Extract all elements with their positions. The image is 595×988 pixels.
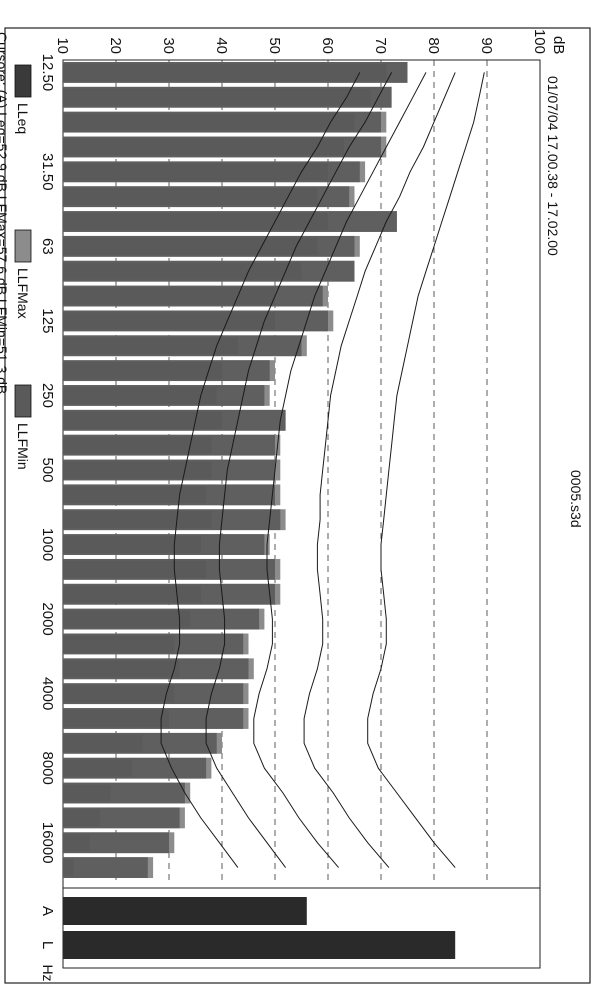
legend-swatch-llfmin <box>15 385 31 417</box>
bar-llfmin-630 <box>63 486 206 503</box>
cursor-info-text: Cursore: (A) Leq=52,9 dB LFMax=57,6 dB L… <box>0 32 10 394</box>
legend-label-llfmin: LLFMin <box>15 423 31 470</box>
x-tick-label-125: 125 <box>39 308 56 333</box>
x-tick-label-2000: 2000 <box>39 602 56 635</box>
bar-llfmin-16 <box>63 89 370 106</box>
x-tick-label-500: 500 <box>39 457 56 482</box>
bar-llfmin-31.50 <box>63 163 328 180</box>
bar-llfmin-2500 <box>63 636 174 653</box>
bar-llfmin-20 <box>63 114 355 131</box>
broadband-bar-L <box>63 931 455 959</box>
bar-llfmin-1250 <box>63 561 206 578</box>
x-tick-label-8000: 8000 <box>39 751 56 784</box>
x-tick-label-31_50: 31.50 <box>39 153 56 191</box>
bar-llfmin-160 <box>63 337 238 354</box>
bar-llfmin-1600 <box>63 586 201 603</box>
y-tick-label-90: 90 <box>478 37 495 54</box>
x-tick-label-1000: 1000 <box>39 528 56 561</box>
bar-llfmin-40 <box>63 188 317 205</box>
bar-llfmin-500 <box>63 462 211 479</box>
y-tick-label-70: 70 <box>372 37 389 54</box>
bar-llfmin-125 <box>63 312 275 329</box>
y-tick-label-50: 50 <box>266 37 283 54</box>
bar-llfmin-25 <box>63 139 344 156</box>
y-tick-label-40: 40 <box>213 37 230 54</box>
broadband-label-L: L <box>39 941 56 949</box>
bar-llfmin-100 <box>63 288 275 305</box>
y-axis-unit-label: dB <box>550 36 567 54</box>
bar-llfmin-315 <box>63 412 222 429</box>
bar-llfmin-12.50 <box>63 64 386 81</box>
bar-lleq-20000 <box>63 857 148 878</box>
y-tick-label-30: 30 <box>160 37 177 54</box>
broadband-bar-A <box>63 897 307 925</box>
bar-llfmin-5000 <box>63 710 169 727</box>
loudness-curve-1 <box>368 72 485 867</box>
x-tick-label-4000: 4000 <box>39 677 56 710</box>
timestamp-label: 01/07/04 17.00.38 - 17.02.00 <box>545 76 561 256</box>
y-tick-label-10: 10 <box>54 37 71 54</box>
bar-llfmin-16000 <box>63 834 90 851</box>
y-tick-label-20: 20 <box>107 37 124 54</box>
bar-llfmin-3150 <box>63 660 180 677</box>
bar-llfmin-6300 <box>63 735 143 752</box>
bar-llfmin-250 <box>63 387 217 404</box>
legend-label-llfmax: LLFMax <box>15 268 31 319</box>
legend-swatch-lleq <box>15 65 31 97</box>
bar-llfmin-20000 <box>63 859 74 876</box>
broadband-label-A: A <box>39 906 56 916</box>
x-unit-label: Hz <box>40 964 56 981</box>
x-tick-label-63: 63 <box>39 238 56 255</box>
bar-llfmin-10000 <box>63 785 111 802</box>
y-tick-label-80: 80 <box>425 37 442 54</box>
legend-label-lleq: LLeq <box>15 103 31 134</box>
x-tick-label-16000: 16000 <box>39 822 56 864</box>
file-name-label: 0005.s3d <box>568 470 584 528</box>
y-tick-label-100: 100 <box>531 29 548 54</box>
bar-llfmin-80 <box>63 263 302 280</box>
x-tick-label-12_50: 12.50 <box>39 54 56 92</box>
bar-llfmin-63 <box>63 238 317 255</box>
x-tick-label-250: 250 <box>39 383 56 408</box>
bar-llfmin-8000 <box>63 760 132 777</box>
bar-llfmin-800 <box>63 511 211 528</box>
bar-llfmin-2000 <box>63 611 190 628</box>
bar-llfmin-4000 <box>63 685 174 702</box>
y-tick-label-60: 60 <box>319 37 336 54</box>
legend-swatch-llfmax <box>15 230 31 262</box>
bar-llfmin-1000 <box>63 536 201 553</box>
bar-llfmin-200 <box>63 362 222 379</box>
bar-llfmin-50 <box>63 213 328 230</box>
bar-llfmin-12500 <box>63 809 100 826</box>
